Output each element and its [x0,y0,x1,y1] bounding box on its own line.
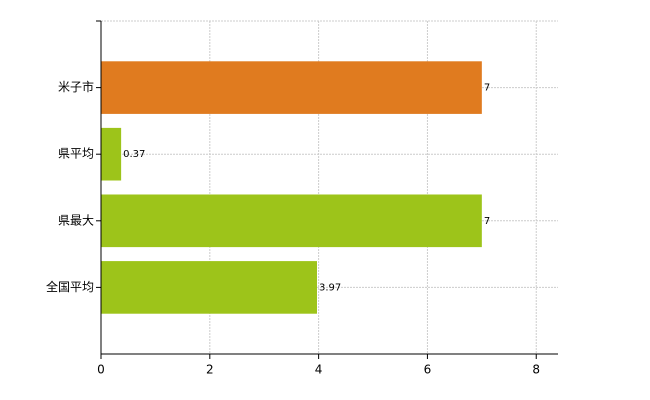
bar [101,61,482,114]
x-tick-label: 2 [206,363,214,377]
value-label: 3.97 [319,282,341,293]
x-tick-label: 8 [532,363,540,377]
x-tick-label: 4 [315,363,323,377]
bar [101,127,122,181]
y-tick-label: 県最大 [58,213,94,227]
y-tick-label: 県平均 [58,147,94,161]
bar [101,261,317,314]
y-tick-label: 全国平均 [46,279,94,294]
bar [101,194,482,248]
x-tick-label: 0 [97,363,105,377]
value-label: 7 [484,216,490,227]
x-tick-label: 6 [424,363,432,377]
y-tick-label: 米子市 [58,79,94,94]
value-label: 7 [484,83,490,94]
value-label: 0.37 [123,149,145,160]
